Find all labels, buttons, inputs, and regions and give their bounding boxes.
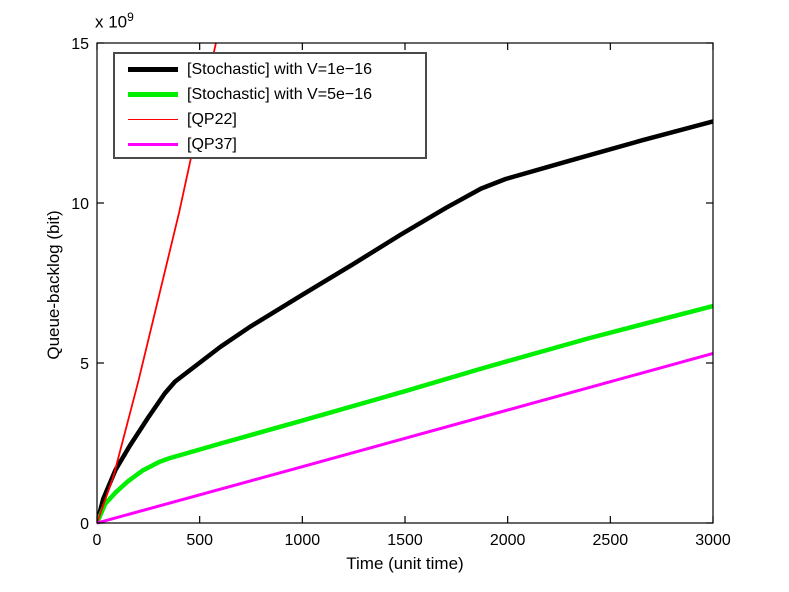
x-tick-label: 0 <box>93 532 102 549</box>
x-tick-label: 500 <box>186 532 213 549</box>
x-tick-label: 3000 <box>695 532 731 549</box>
legend-box: [Stochastic] with V=1e−16 [Stochastic] wi… <box>113 52 427 159</box>
y-tick-label: 5 <box>80 356 89 373</box>
x-axis-label: Time (unit time) <box>346 554 464 573</box>
y-axis-exponent: x 109 <box>95 10 134 33</box>
legend-item: [Stochastic] with V=1e−16 <box>115 57 425 82</box>
legend-line-swatch <box>128 67 178 72</box>
legend-line-swatch <box>128 92 178 97</box>
legend-line-swatch <box>128 143 178 146</box>
legend-item-label: [QP22] <box>187 110 237 128</box>
legend-item-label: [Stochastic] with V=1e−16 <box>187 60 372 78</box>
legend-item-label: [QP37] <box>187 135 237 153</box>
y-tick-label: 15 <box>71 36 89 53</box>
y-axis-label: Queue-backlog (bit) <box>44 210 63 360</box>
series-line-1 <box>97 303 713 524</box>
legend-item: [QP22] <box>115 107 425 132</box>
legend-line-swatch <box>128 118 178 121</box>
x-tick-label: 1000 <box>285 532 321 549</box>
y-axis-exponent-base: x 10 <box>95 12 128 32</box>
series-line-0 <box>97 119 713 524</box>
y-tick-label: 0 <box>80 516 89 533</box>
series-line-2 <box>97 43 217 524</box>
legend-item: [QP37] <box>115 132 425 157</box>
series-line-3 <box>97 351 713 525</box>
x-tick-label: 1500 <box>387 532 423 549</box>
y-tick-label: 10 <box>71 196 89 213</box>
legend-item: [Stochastic] with V=5e−16 <box>115 82 425 107</box>
x-tick-label: 2500 <box>593 532 629 549</box>
legend-item-label: [Stochastic] with V=5e−16 <box>187 85 372 103</box>
y-axis-exponent-power: 9 <box>127 10 134 24</box>
x-tick-label: 2000 <box>490 532 526 549</box>
